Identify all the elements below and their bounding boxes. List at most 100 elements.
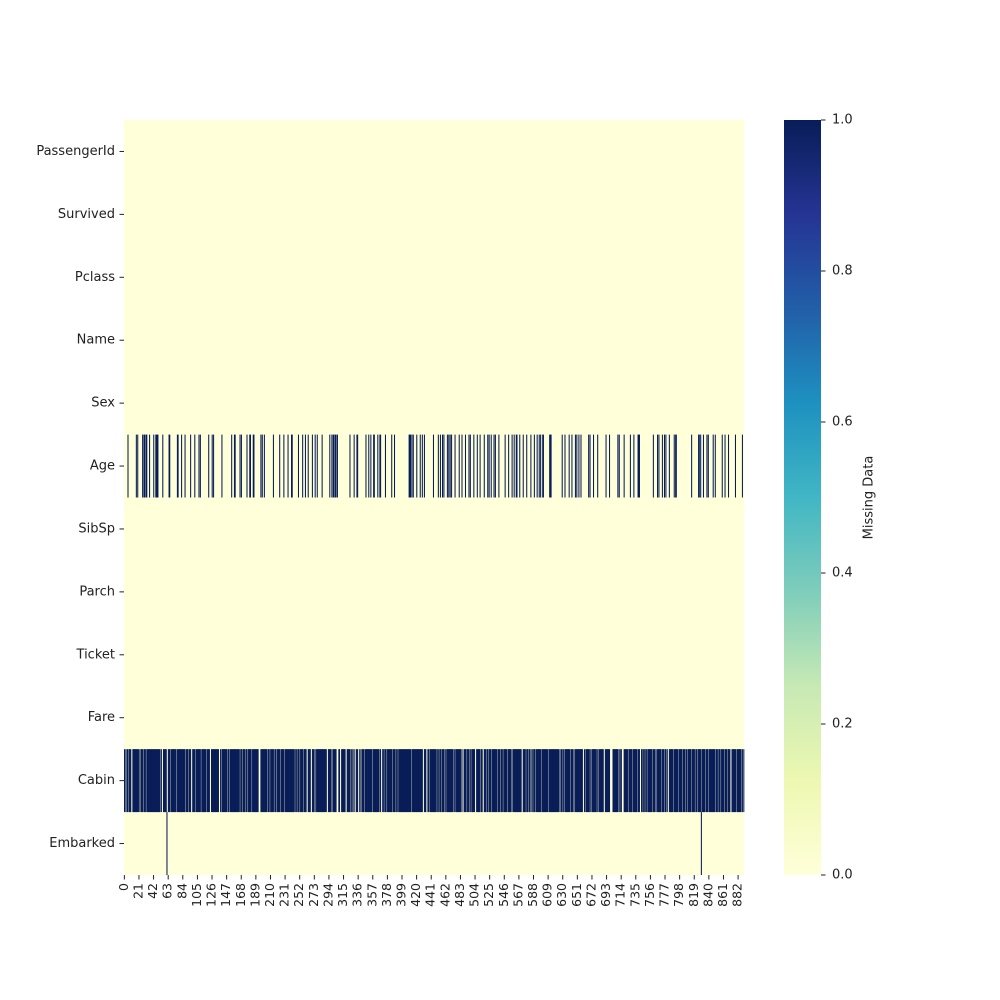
- heatmap-cell-age-missing: [446, 434, 448, 498]
- heatmap-cell-age-missing: [336, 434, 338, 498]
- heatmap-cell-cabin-missing: [501, 749, 503, 813]
- heatmap-cell-cabin-missing: [153, 749, 155, 813]
- heatmap-cell-cabin-missing: [492, 749, 494, 813]
- heatmap-cell-cabin-missing: [472, 749, 474, 813]
- heatmap-cell-cabin-missing: [561, 749, 563, 813]
- heatmap-cell-cabin-missing: [510, 749, 512, 813]
- heatmap-cell-cabin-missing: [503, 749, 505, 813]
- heatmap-cell-cabin-missing: [643, 749, 645, 813]
- heatmap-cell-cabin-missing: [692, 749, 694, 813]
- heatmap-cell-cabin-missing: [455, 749, 457, 813]
- y-tick-label: Cabin: [78, 773, 115, 788]
- heatmap-cell-cabin-missing: [567, 749, 569, 813]
- heatmap-cell-cabin-missing: [721, 749, 723, 813]
- heatmap-cell-cabin-missing: [387, 749, 389, 813]
- heatmap-cell-age-missing: [432, 434, 435, 498]
- heatmap-cell-age-missing: [714, 434, 716, 498]
- heatmap-cell-cabin-missing: [670, 749, 672, 813]
- heatmap-cell-cabin-missing: [134, 749, 136, 813]
- heatmap-cell-cabin-missing: [633, 749, 635, 813]
- heatmap-cell-age-missing: [493, 434, 495, 498]
- x-tick-label: 273: [306, 883, 321, 907]
- heatmap-cell-cabin-missing: [494, 749, 496, 813]
- heatmap-cell-age-missing: [302, 434, 304, 498]
- heatmap-cell-cabin-missing: [389, 749, 391, 813]
- heatmap-cell-cabin-missing: [265, 749, 267, 813]
- heatmap-cell-cabin-missing: [490, 749, 492, 813]
- heatmap-cell-cabin-missing: [124, 749, 126, 813]
- heatmap-cell-age-missing: [700, 434, 702, 498]
- heatmap-cell-cabin-missing: [285, 749, 287, 813]
- heatmap-cell-cabin-missing: [519, 749, 521, 813]
- heatmap-cell-age-missing: [542, 434, 544, 498]
- heatmap-cell-cabin-missing: [412, 749, 414, 813]
- heatmap-cell-cabin-missing: [247, 749, 249, 813]
- heatmap-cell-cabin-missing: [343, 749, 345, 813]
- heatmap-cell-cabin-missing: [314, 749, 316, 813]
- heatmap-cell-cabin-missing: [723, 749, 725, 813]
- heatmap-cell-cabin-missing: [231, 749, 233, 813]
- x-tick-label: 378: [379, 883, 394, 907]
- heatmap-cell-cabin-missing: [471, 749, 473, 813]
- heatmap-cell-cabin-missing: [409, 749, 411, 813]
- heatmap-cell-cabin-missing: [373, 749, 375, 813]
- heatmap-cell-cabin-missing: [437, 749, 439, 813]
- heatmap-cell-cabin-missing: [192, 749, 194, 813]
- heatmap-cell-cabin-missing: [286, 749, 288, 813]
- heatmap-cell-cabin-missing: [222, 749, 224, 813]
- heatmap-cell-cabin-missing: [712, 749, 714, 813]
- heatmap-cell-cabin-missing: [506, 749, 508, 813]
- heatmap-cell-cabin-missing: [489, 749, 491, 813]
- heatmap-cell-age-missing: [511, 434, 513, 498]
- heatmap-cell-cabin-missing: [719, 749, 721, 813]
- heatmap-cell-age-missing: [629, 434, 631, 498]
- heatmap-cell-age-missing: [368, 434, 370, 498]
- heatmap-cell-cabin-missing: [679, 749, 681, 813]
- heatmap-cell-cabin-missing: [324, 749, 326, 813]
- heatmap-cell-cabin-missing: [277, 749, 279, 813]
- heatmap-cell-cabin-missing: [491, 749, 493, 813]
- x-tick-label: 84: [174, 883, 189, 899]
- heatmap-cell-cabin-missing: [435, 749, 437, 813]
- heatmap-cell-cabin-missing: [686, 749, 688, 813]
- heatmap-cell-age-missing: [550, 434, 552, 498]
- heatmap-cell-cabin-missing: [523, 749, 525, 813]
- heatmap-cell-cabin-missing: [547, 749, 549, 813]
- heatmap-cell-cabin-missing: [312, 749, 314, 813]
- x-tick-label: 714: [613, 883, 628, 907]
- heatmap-cell-cabin-missing: [558, 749, 560, 813]
- heatmap-cell-age-missing: [580, 434, 582, 498]
- heatmap-cell-cabin-missing: [573, 749, 575, 813]
- x-tick-label: 861: [715, 883, 730, 907]
- heatmap-cell-cabin-missing: [432, 749, 435, 813]
- heatmap-cell-cabin-missing: [732, 749, 734, 813]
- heatmap-cell-cabin-missing: [186, 749, 188, 813]
- heatmap-cell-cabin-missing: [234, 749, 236, 813]
- heatmap-cell-cabin-missing: [356, 749, 358, 813]
- heatmap-cell-age-missing: [253, 434, 255, 498]
- heatmap-cell-cabin-missing: [243, 749, 245, 813]
- heatmap-cell-cabin-missing: [688, 749, 690, 813]
- colorbar-tick-label: 0.0: [832, 868, 853, 883]
- heatmap-cell-cabin-missing: [194, 749, 196, 813]
- heatmap-cell-cabin-missing: [625, 749, 627, 813]
- heatmap-cell-cabin-missing: [133, 749, 135, 813]
- heatmap-cell-cabin-missing: [181, 749, 183, 813]
- heatmap-cell-cabin-missing: [703, 749, 705, 813]
- heatmap-cell-cabin-missing: [478, 749, 480, 813]
- heatmap-cell-cabin-missing: [505, 749, 507, 813]
- heatmap-cell-cabin-missing: [405, 749, 407, 813]
- heatmap-cell-age-missing: [741, 434, 743, 498]
- x-tick-label: 315: [335, 883, 350, 907]
- heatmap-cell-cabin-missing: [666, 749, 668, 813]
- heatmap-cell-cabin-missing: [379, 749, 381, 813]
- heatmap-cell-age-missing: [333, 434, 335, 498]
- heatmap-cell-cabin-missing: [363, 749, 365, 813]
- colorbar-tick-label: 0.6: [832, 415, 853, 430]
- heatmap-cell-cabin-missing: [308, 749, 310, 813]
- heatmap-cell-cabin-missing: [288, 749, 290, 813]
- heatmap-cell-cabin-missing: [159, 749, 161, 813]
- heatmap-cell-cabin-missing: [672, 749, 674, 813]
- heatmap-cell-cabin-missing: [276, 749, 278, 813]
- heatmap-cell-cabin-missing: [570, 749, 572, 813]
